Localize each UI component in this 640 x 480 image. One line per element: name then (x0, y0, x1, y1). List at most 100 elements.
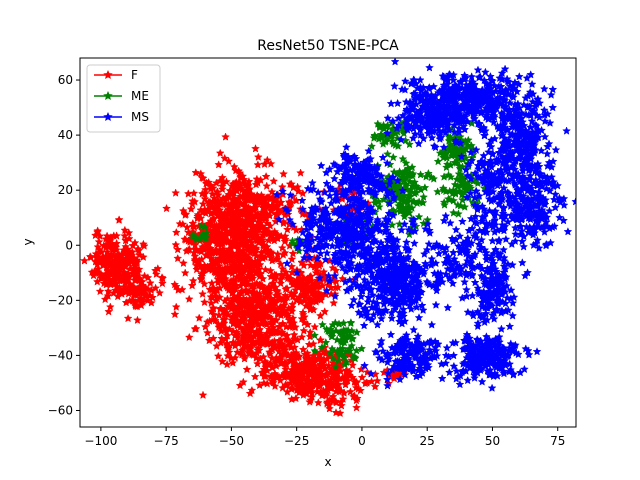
point-MS (525, 175, 535, 184)
point-F (300, 289, 310, 299)
point-MS (505, 81, 515, 91)
point-ME (388, 152, 398, 162)
point-F (206, 209, 216, 218)
point-F (221, 132, 231, 141)
point-F (138, 252, 148, 261)
point-MS (527, 79, 537, 89)
point-F (298, 387, 308, 396)
point-F (308, 375, 318, 384)
point-ME (457, 189, 467, 198)
point-F (272, 286, 282, 295)
point-F (262, 155, 272, 165)
point-ME (440, 150, 450, 159)
point-F (306, 395, 316, 404)
point-F (185, 244, 194, 254)
point-ME (341, 335, 351, 344)
point-MS (474, 118, 484, 128)
point-F (240, 351, 250, 360)
point-F (203, 328, 212, 337)
point-MS (539, 84, 549, 93)
point-F (102, 252, 111, 262)
point-F (276, 310, 286, 320)
point-ME (433, 156, 443, 166)
point-F (269, 340, 279, 350)
point-ME (200, 234, 210, 243)
point-F (299, 326, 309, 335)
point-F (212, 187, 222, 196)
point-MS (548, 84, 558, 94)
point-F (273, 254, 283, 264)
point-F (228, 358, 238, 367)
point-F (245, 347, 255, 356)
point-F (105, 302, 115, 311)
point-ME (416, 170, 426, 179)
point-F (128, 241, 138, 250)
point-F (195, 246, 205, 255)
point-ME (453, 181, 462, 191)
point-F (194, 313, 204, 322)
point-F (229, 162, 239, 171)
point-F (183, 189, 193, 198)
point-F (328, 392, 338, 401)
point-F (222, 359, 232, 369)
point-F (258, 240, 268, 249)
point-F (250, 296, 260, 306)
point-F (287, 384, 296, 394)
point-MS (508, 129, 517, 139)
point-ME (367, 141, 377, 151)
point-F (286, 343, 296, 352)
point-F (185, 237, 195, 246)
point-F (292, 385, 302, 395)
point-F (336, 401, 346, 410)
point-ME (435, 148, 445, 157)
point-MS (529, 240, 539, 250)
point-F (285, 198, 295, 208)
point-F (123, 313, 133, 323)
point-F (288, 368, 298, 377)
point-MS (543, 142, 552, 151)
point-MS (467, 79, 477, 89)
point-MS (439, 80, 449, 90)
point-F (349, 392, 358, 401)
point-MS (529, 148, 539, 157)
point-ME (433, 187, 443, 196)
point-F (238, 250, 248, 260)
point-ME (439, 197, 449, 207)
point-F (243, 195, 253, 204)
point-F (299, 360, 309, 370)
point-F (276, 197, 286, 207)
point-F (305, 327, 315, 337)
point-F (191, 324, 201, 333)
point-MS (527, 106, 537, 116)
point-F (253, 359, 262, 368)
point-F (233, 207, 243, 217)
point-F (200, 297, 209, 307)
point-F (232, 347, 242, 357)
point-MS (530, 129, 540, 139)
point-ME (454, 161, 464, 171)
point-F (148, 292, 158, 302)
point-F (247, 256, 257, 266)
point-ME (310, 330, 320, 340)
point-F (297, 332, 307, 342)
point-F (249, 266, 259, 275)
point-F (98, 256, 108, 265)
point-MS (499, 120, 509, 129)
point-F (328, 263, 338, 272)
point-MS (545, 118, 555, 127)
point-F (189, 222, 199, 231)
point-ME (378, 139, 388, 148)
point-F (288, 322, 298, 331)
point-F (294, 351, 304, 361)
point-F (217, 356, 227, 366)
point-MS (479, 131, 489, 140)
point-F (261, 290, 271, 299)
point-ME (401, 166, 411, 175)
point-F (207, 278, 217, 288)
point-MS (543, 109, 553, 118)
point-MS (501, 102, 511, 111)
point-ME (334, 319, 344, 328)
point-F (268, 375, 278, 384)
point-F (333, 383, 343, 392)
